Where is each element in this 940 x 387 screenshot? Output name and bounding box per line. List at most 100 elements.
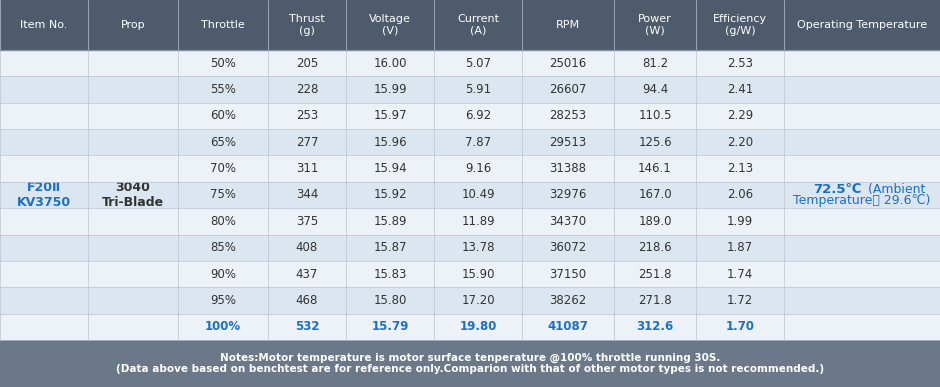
Bar bbox=[0, 340, 940, 387]
Bar bbox=[434, 103, 522, 129]
Text: 312.6: 312.6 bbox=[636, 320, 674, 333]
Text: 70%: 70% bbox=[210, 162, 236, 175]
Text: 85%: 85% bbox=[210, 241, 236, 254]
Text: Power
(W): Power (W) bbox=[638, 14, 672, 36]
Text: RPM: RPM bbox=[556, 20, 580, 30]
Bar bbox=[434, 182, 522, 208]
Bar bbox=[0, 76, 88, 103]
Bar bbox=[434, 235, 522, 261]
Bar bbox=[268, 156, 346, 182]
Bar bbox=[434, 261, 522, 287]
Text: Efficiency
(g/W): Efficiency (g/W) bbox=[713, 14, 767, 36]
Bar bbox=[784, 129, 940, 156]
Bar bbox=[434, 156, 522, 182]
Text: 50%: 50% bbox=[210, 57, 236, 70]
Text: 218.6: 218.6 bbox=[638, 241, 672, 254]
Text: 10.49: 10.49 bbox=[462, 188, 494, 202]
Bar bbox=[696, 103, 784, 129]
Text: Current
(A): Current (A) bbox=[457, 14, 499, 36]
Bar bbox=[696, 287, 784, 313]
Bar bbox=[0, 313, 88, 340]
Bar bbox=[522, 261, 614, 287]
Bar bbox=[784, 0, 940, 50]
Text: 60%: 60% bbox=[210, 110, 236, 122]
Bar bbox=[88, 0, 178, 50]
Bar bbox=[268, 129, 346, 156]
Text: 205: 205 bbox=[296, 57, 318, 70]
Bar bbox=[0, 50, 88, 76]
Bar bbox=[178, 287, 268, 313]
Bar bbox=[268, 50, 346, 76]
Bar bbox=[178, 261, 268, 287]
Bar bbox=[0, 261, 88, 287]
Bar bbox=[696, 0, 784, 50]
Text: 2.41: 2.41 bbox=[727, 83, 753, 96]
Bar bbox=[522, 50, 614, 76]
Text: 28253: 28253 bbox=[550, 110, 587, 122]
Text: 15.97: 15.97 bbox=[373, 110, 407, 122]
Text: 2.06: 2.06 bbox=[727, 188, 753, 202]
Bar bbox=[522, 156, 614, 182]
Bar bbox=[0, 156, 88, 182]
Text: 16.00: 16.00 bbox=[373, 57, 407, 70]
Text: 277: 277 bbox=[296, 136, 319, 149]
Bar bbox=[784, 235, 940, 261]
Bar bbox=[614, 182, 696, 208]
Text: 375: 375 bbox=[296, 215, 318, 228]
Text: 38262: 38262 bbox=[549, 294, 587, 307]
Bar bbox=[0, 208, 88, 235]
Bar bbox=[434, 313, 522, 340]
Bar bbox=[178, 208, 268, 235]
Bar bbox=[346, 182, 434, 208]
Bar bbox=[434, 287, 522, 313]
Bar bbox=[614, 103, 696, 129]
Bar bbox=[784, 287, 940, 313]
Text: 1.70: 1.70 bbox=[726, 320, 755, 333]
Text: 65%: 65% bbox=[210, 136, 236, 149]
Bar bbox=[88, 103, 178, 129]
Bar bbox=[434, 208, 522, 235]
Bar bbox=[346, 208, 434, 235]
Text: 189.0: 189.0 bbox=[638, 215, 672, 228]
Bar bbox=[614, 50, 696, 76]
Text: 72.5℃: 72.5℃ bbox=[813, 183, 862, 196]
Bar bbox=[346, 0, 434, 50]
Text: F20Ⅱ
KV3750: F20Ⅱ KV3750 bbox=[17, 181, 71, 209]
Text: 110.5: 110.5 bbox=[638, 110, 672, 122]
Text: 5.91: 5.91 bbox=[465, 83, 491, 96]
Bar bbox=[178, 50, 268, 76]
Text: 271.8: 271.8 bbox=[638, 294, 672, 307]
Text: 532: 532 bbox=[295, 320, 320, 333]
Bar bbox=[268, 76, 346, 103]
Bar bbox=[696, 156, 784, 182]
Bar bbox=[522, 313, 614, 340]
Text: 2.29: 2.29 bbox=[727, 110, 753, 122]
Text: 90%: 90% bbox=[210, 267, 236, 281]
Bar bbox=[614, 261, 696, 287]
Bar bbox=[346, 287, 434, 313]
Text: 311: 311 bbox=[296, 162, 318, 175]
Bar bbox=[178, 103, 268, 129]
Text: 13.78: 13.78 bbox=[462, 241, 494, 254]
Bar bbox=[346, 76, 434, 103]
Bar bbox=[0, 182, 88, 208]
Bar bbox=[434, 129, 522, 156]
Text: 31388: 31388 bbox=[550, 162, 587, 175]
Bar bbox=[88, 235, 178, 261]
Bar bbox=[178, 76, 268, 103]
Bar bbox=[784, 313, 940, 340]
Text: 1.99: 1.99 bbox=[727, 215, 753, 228]
Bar bbox=[178, 182, 268, 208]
Bar bbox=[614, 287, 696, 313]
Text: 437: 437 bbox=[296, 267, 318, 281]
Bar bbox=[522, 0, 614, 50]
Bar bbox=[522, 287, 614, 313]
Bar bbox=[88, 261, 178, 287]
Text: 6.92: 6.92 bbox=[465, 110, 491, 122]
Bar bbox=[696, 182, 784, 208]
Text: Thrust
(g): Thrust (g) bbox=[290, 14, 325, 36]
Text: Notes:Motor temperature is motor surface tenperature @100% throttle running 30S.: Notes:Motor temperature is motor surface… bbox=[116, 353, 824, 375]
Bar bbox=[268, 287, 346, 313]
Text: 1.87: 1.87 bbox=[727, 241, 753, 254]
Bar bbox=[522, 182, 614, 208]
